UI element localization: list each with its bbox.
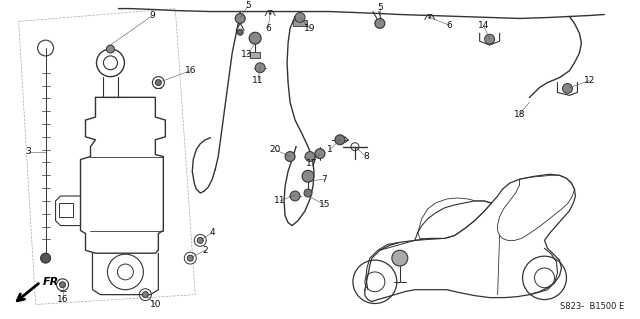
Text: 14: 14: [478, 21, 490, 30]
Text: 7: 7: [321, 175, 327, 184]
Text: 2: 2: [202, 246, 208, 255]
Text: 18: 18: [514, 110, 525, 119]
Text: 6: 6: [447, 21, 452, 30]
Bar: [293, 20, 307, 26]
Circle shape: [106, 45, 115, 53]
Circle shape: [188, 255, 193, 261]
Circle shape: [290, 191, 300, 201]
Circle shape: [285, 152, 295, 161]
Bar: [250, 52, 260, 58]
Text: 13: 13: [241, 50, 253, 59]
Circle shape: [563, 84, 572, 93]
Circle shape: [305, 152, 315, 161]
Circle shape: [269, 12, 271, 14]
Text: S823-  B1500 E: S823- B1500 E: [560, 302, 625, 311]
Circle shape: [375, 19, 385, 28]
Text: 5: 5: [377, 3, 383, 12]
Text: 6: 6: [265, 24, 271, 33]
Circle shape: [40, 253, 51, 263]
Text: 20: 20: [269, 145, 281, 154]
Text: 3: 3: [26, 147, 31, 156]
Bar: [59, 203, 72, 217]
Text: 4: 4: [209, 228, 215, 237]
Circle shape: [197, 237, 204, 243]
Text: 11: 11: [252, 76, 264, 85]
Text: 16: 16: [184, 66, 196, 75]
Circle shape: [142, 292, 148, 298]
Text: 15: 15: [319, 200, 331, 209]
Circle shape: [249, 32, 261, 44]
Text: 16: 16: [57, 295, 68, 304]
Circle shape: [235, 13, 245, 23]
Circle shape: [60, 282, 65, 288]
Circle shape: [304, 189, 312, 197]
Text: 11: 11: [275, 197, 286, 205]
Circle shape: [484, 34, 495, 44]
Text: 10: 10: [150, 300, 161, 309]
Circle shape: [335, 135, 345, 145]
Circle shape: [429, 17, 431, 19]
Text: FR.: FR.: [43, 277, 63, 287]
Circle shape: [302, 170, 314, 182]
Circle shape: [237, 29, 243, 35]
Circle shape: [315, 149, 325, 159]
Circle shape: [156, 80, 161, 85]
Text: 19: 19: [304, 24, 316, 33]
Circle shape: [255, 63, 265, 73]
Text: 12: 12: [584, 76, 595, 85]
Circle shape: [295, 12, 305, 22]
Text: 5: 5: [245, 1, 251, 10]
Text: 1: 1: [327, 145, 333, 154]
Circle shape: [392, 250, 408, 266]
Text: 9: 9: [150, 11, 156, 20]
Text: 17: 17: [307, 159, 318, 168]
Text: 8: 8: [363, 152, 369, 161]
